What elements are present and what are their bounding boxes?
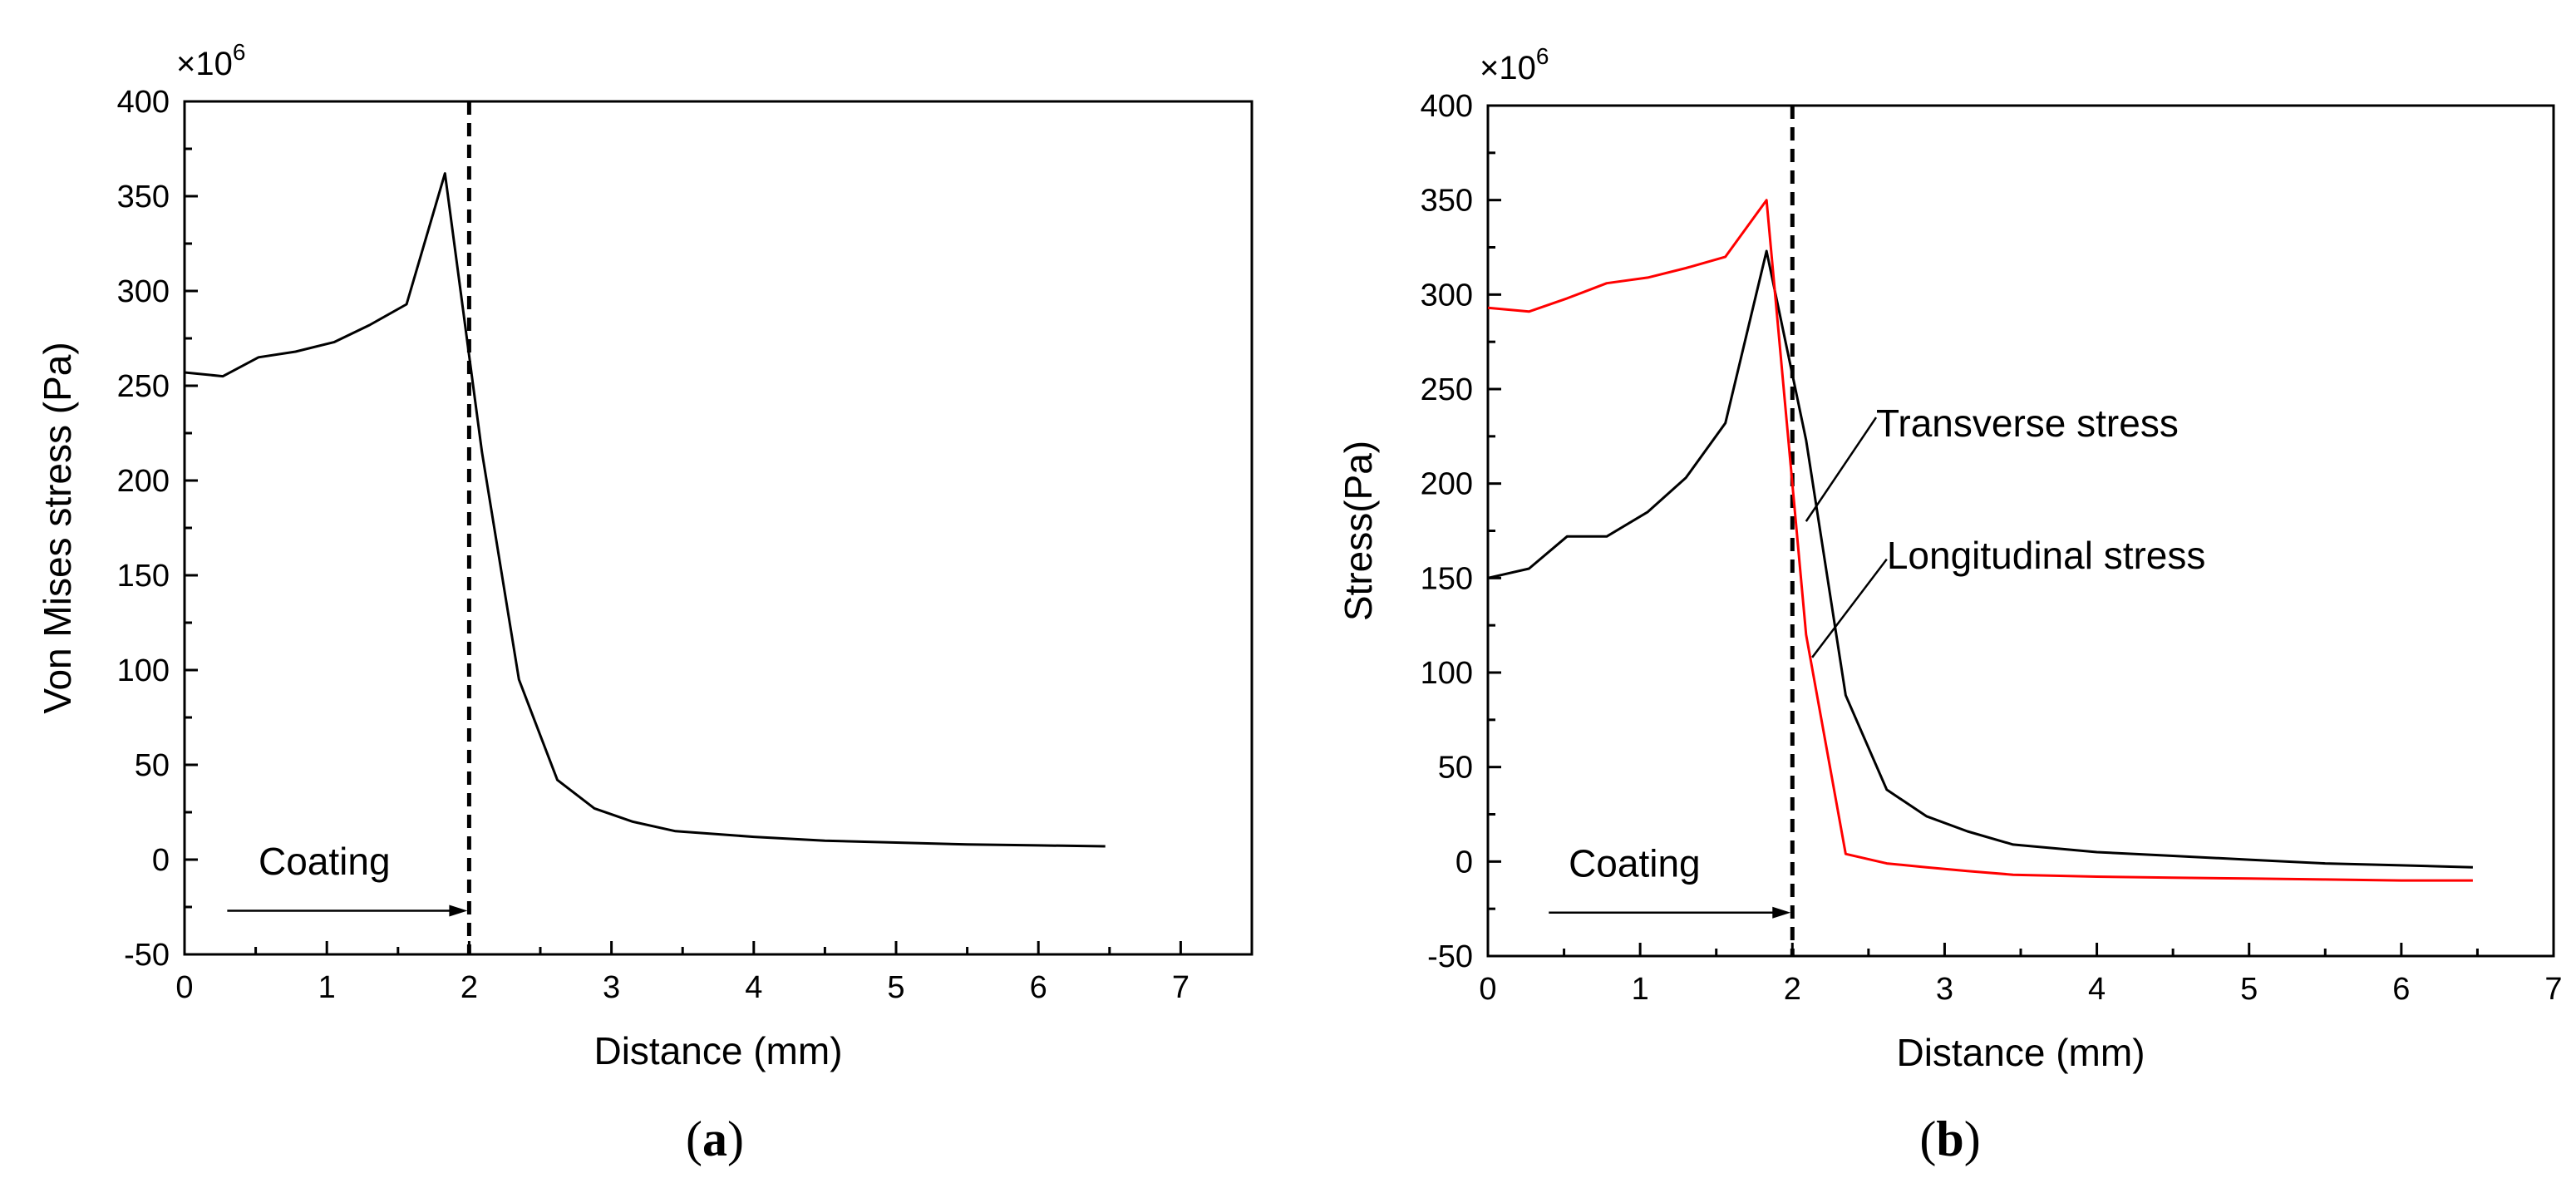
- series-line-von-mises-stress: [184, 172, 1106, 848]
- panel-label-open: (: [686, 1112, 702, 1166]
- annotation-leader-line: [1805, 417, 1878, 522]
- y-axis-label: Stress(Pa): [1337, 441, 1380, 621]
- y-tick-label: 300: [1421, 278, 1473, 313]
- y-tick-label: 250: [1421, 372, 1473, 407]
- x-tick-label: 6: [2392, 972, 2410, 1007]
- annotation-label: Coating: [259, 840, 391, 883]
- x-tick-label: 5: [2240, 972, 2258, 1007]
- x-tick-label: 3: [1936, 972, 1953, 1007]
- panel-label-letter: a: [702, 1112, 727, 1166]
- annotation-leader-line: [1811, 558, 1888, 658]
- y-tick-label: 0: [1455, 845, 1473, 880]
- y-tick-label: 200: [117, 464, 170, 499]
- x-tick-label: 0: [1479, 972, 1496, 1007]
- x-tick-label: 1: [1632, 972, 1649, 1007]
- chart-panel-b: 0 1 2 3 4 5 6 7-50050100150200250300350400×106D…: [1337, 43, 2563, 1166]
- x-tick-label: 6: [1030, 970, 1047, 1005]
- y-multiplier-base: ×10: [176, 46, 233, 82]
- y-tick-label: 50: [1438, 751, 1473, 786]
- y-tick-label: 150: [117, 559, 170, 594]
- x-tick-label: 4: [2088, 972, 2106, 1007]
- panel-label: (b): [1919, 1112, 1980, 1166]
- annotation-label: Longitudinal stress: [1887, 534, 2206, 577]
- coating-arrow-head: [1772, 906, 1791, 919]
- y-tick-label: 100: [1421, 656, 1473, 691]
- series-line-transverse-stress: [1487, 249, 2473, 869]
- y-tick-label: 250: [117, 369, 170, 404]
- y-tick-label: -50: [124, 938, 170, 973]
- panel-label-letter: b: [1936, 1112, 1963, 1166]
- plot-frame: [183, 100, 1254, 956]
- x-tick-label: 3: [603, 970, 620, 1005]
- y-tick-label: -50: [1427, 939, 1473, 974]
- x-tick-label: 5: [887, 970, 904, 1005]
- y-multiplier-label: ×106: [1480, 43, 1549, 86]
- y-tick-label: 0: [152, 843, 170, 878]
- y-tick-label: 400: [1421, 89, 1473, 124]
- series-line-longitudinal-stress: [1487, 199, 2473, 882]
- x-tick-label: 2: [1784, 972, 1801, 1007]
- y-tick-label: 400: [117, 85, 170, 120]
- x-tick-label: 4: [745, 970, 762, 1005]
- panel-label: (a): [686, 1112, 744, 1166]
- y-tick-label: 150: [1421, 561, 1473, 596]
- y-multiplier-exponent: 6: [1536, 43, 1549, 69]
- y-tick-label: 350: [1421, 184, 1473, 219]
- panel-label-close: ): [1964, 1112, 1981, 1166]
- x-tick-label: 0: [175, 970, 193, 1005]
- coating-arrow-head: [449, 905, 468, 917]
- chart-panel-a: 0 1 2 3 4 5 6 7-50050100150200250300350400×106D…: [36, 39, 1254, 1166]
- y-axis-label: Von Mises stress (Pa): [36, 342, 79, 713]
- y-multiplier-label: ×106: [176, 39, 245, 82]
- y-multiplier-base: ×10: [1480, 50, 1536, 86]
- panel-label-open: (: [1919, 1112, 1936, 1166]
- y-tick-label: 50: [135, 748, 170, 783]
- panel-label-close: ): [727, 1112, 744, 1166]
- y-tick-label: 200: [1421, 467, 1473, 502]
- y-tick-label: 350: [117, 180, 170, 214]
- annotation-label: Transverse stress: [1876, 402, 2179, 445]
- y-tick-label: 300: [117, 274, 170, 309]
- y-multiplier-exponent: 6: [233, 39, 246, 65]
- y-tick-label: 100: [117, 653, 170, 688]
- x-tick-label: 2: [461, 970, 478, 1005]
- x-tick-label: 7: [2544, 972, 2562, 1007]
- x-tick-label: 1: [318, 970, 336, 1005]
- x-axis-label: Distance (mm): [1896, 1031, 2145, 1074]
- x-tick-label: 7: [1172, 970, 1189, 1005]
- plot-frame: [1486, 104, 2555, 958]
- x-axis-label: Distance (mm): [594, 1029, 842, 1072]
- annotation-label: Coating: [1569, 842, 1701, 885]
